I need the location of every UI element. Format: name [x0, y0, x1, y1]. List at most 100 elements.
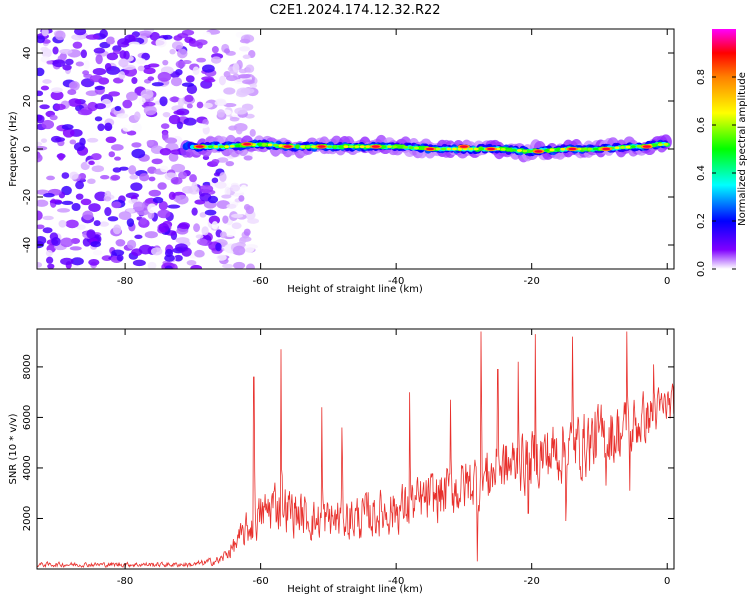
heatmap-cell	[69, 246, 82, 251]
heatmap-cell	[221, 263, 234, 269]
snr-x-tick-label: 0	[664, 576, 670, 587]
heatmap-cell	[126, 130, 137, 136]
heatmap-cell	[186, 103, 193, 109]
heatmap-cell	[71, 202, 81, 212]
heatmap-cell	[199, 212, 207, 218]
heatmap-cell	[181, 82, 195, 87]
heatmap-cell	[146, 139, 155, 146]
heatmap-cell	[118, 71, 126, 80]
heatmap-cell	[92, 249, 103, 256]
heatmap-cell	[40, 46, 49, 52]
heatmap-cell	[41, 29, 49, 37]
heatmap-cell	[419, 147, 425, 150]
heatmap-cell	[70, 257, 84, 266]
heatmap-cell	[91, 153, 102, 161]
heatmap-cell	[446, 147, 452, 151]
heatmap-cell	[131, 142, 142, 148]
heatmap-cell	[211, 158, 220, 165]
heatmap-cell	[162, 59, 169, 66]
heatmap-cell	[111, 249, 125, 257]
heatmap-cell	[239, 46, 251, 52]
heatmap-cell	[202, 119, 209, 126]
heatmap-cell	[88, 160, 95, 166]
heatmap-cell	[473, 147, 479, 151]
heatmap-cell	[413, 146, 419, 150]
heatmap-cell	[164, 254, 175, 262]
colorbar-tick-label: 0.6	[696, 117, 707, 133]
heatmap-cell	[148, 189, 162, 197]
heatmap-cell	[138, 244, 153, 255]
heatmap-cell	[126, 239, 137, 250]
heatmap-cell	[327, 145, 333, 149]
heatmap-cell	[167, 204, 181, 209]
heatmap-cell	[219, 231, 227, 239]
heatmap-cell	[229, 116, 240, 122]
colorbar-ticks: 0.0 0.2 0.4 0.6 0.8	[696, 69, 736, 277]
heatmap-cell	[59, 49, 73, 55]
heatmap-cell	[587, 147, 593, 151]
heatmap-cell	[224, 145, 230, 149]
heatmap-cell	[135, 58, 146, 65]
heatmap-cell	[201, 226, 209, 236]
heatmap-cell	[158, 222, 169, 233]
heatmap-cell	[69, 171, 79, 180]
heatmap-cell	[110, 174, 121, 181]
heatmap-cell	[42, 79, 52, 84]
heatmap-cell	[60, 237, 74, 248]
heatmap-cell	[240, 184, 248, 193]
colorbar-tick-label: 0.4	[696, 165, 707, 181]
spectrogram-axes: -80 -60 -40 -20 0 40 20 0 -20 -40	[22, 29, 674, 287]
heatmap-cell	[72, 41, 83, 49]
heatmap-cell	[152, 196, 164, 204]
heatmap-cell	[40, 138, 48, 143]
heatmap-cell	[176, 121, 183, 130]
heatmap-cell	[128, 165, 137, 175]
heatmap-cell	[157, 71, 172, 82]
heatmap-cell	[105, 136, 117, 144]
heatmap-cell	[80, 198, 92, 206]
heatmap-cell	[234, 107, 248, 115]
heatmap-cell	[61, 172, 70, 179]
heatmap-cell	[224, 186, 231, 197]
heatmap-cell	[85, 34, 100, 40]
heatmap-cell	[242, 54, 251, 60]
heatmap-cell	[226, 203, 237, 209]
heatmap-cell	[90, 241, 102, 248]
heatmap-cell	[132, 123, 142, 133]
snr-x-tick-label: -40	[388, 576, 404, 587]
spectrogram-x-tick-label: -20	[524, 276, 540, 287]
heatmap-cell	[223, 102, 237, 108]
snr-y-tick-label: 6000	[22, 405, 33, 430]
heatmap-cell	[52, 59, 66, 68]
heatmap-cell	[300, 145, 306, 149]
heatmap-cell	[138, 30, 152, 37]
heatmap-cell	[80, 49, 87, 59]
heatmap-cell	[213, 35, 221, 43]
heatmap-cell	[46, 256, 54, 264]
colorbar-label: Normalized spectral amplitude	[737, 72, 748, 226]
heatmap-cell	[435, 147, 441, 151]
heatmap-cell	[149, 31, 160, 41]
heatmap-cell	[126, 91, 138, 101]
spectrogram-y-tick-label: 0	[22, 146, 33, 152]
heatmap-cell	[86, 137, 99, 143]
heatmap-cell	[117, 38, 131, 48]
heatmap-cell	[233, 261, 246, 269]
heatmap-cell	[87, 178, 96, 185]
heatmap-cell	[103, 196, 112, 202]
heatmap-cell	[104, 206, 112, 217]
heatmap-cell	[86, 229, 96, 239]
heatmap-cell	[177, 33, 189, 39]
heatmap-cell	[211, 46, 219, 54]
heatmap-cell	[194, 249, 205, 258]
heatmap-cell	[516, 149, 522, 152]
heatmap-cell	[65, 219, 79, 229]
heatmap-cell	[213, 145, 219, 149]
heatmap-cell	[112, 45, 122, 52]
heatmap-cell	[140, 89, 154, 99]
heatmap-cell	[451, 147, 457, 151]
heatmap-cell	[110, 144, 124, 151]
heatmap-cell	[171, 41, 184, 50]
heatmap-cell	[141, 52, 151, 61]
heatmap-cell	[243, 228, 251, 236]
